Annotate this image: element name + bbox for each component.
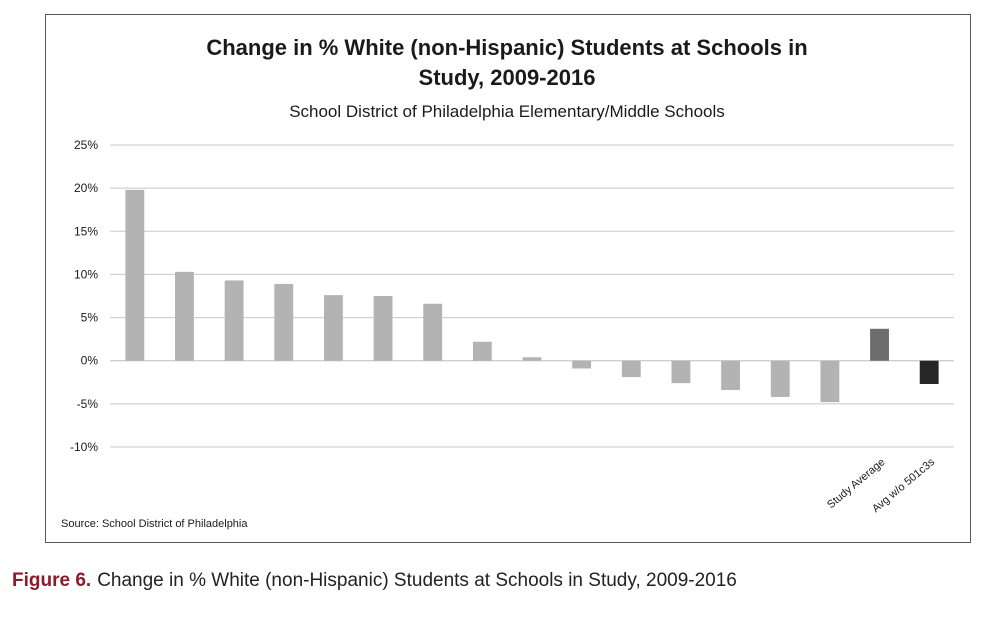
y-tick-label: 10%: [74, 267, 98, 281]
y-tick-label: -10%: [70, 440, 98, 454]
bar: [820, 360, 840, 403]
chart-title-line-2: Study, 2009-2016: [419, 65, 596, 90]
bar-chart: Change in % White (non-Hispanic) Student…: [61, 35, 954, 530]
y-tick-label: 15%: [74, 224, 98, 238]
chart-title-line-1: Change in % White (non-Hispanic) Student…: [206, 35, 807, 60]
chart-subtitle: School District of Philadelphia Elementa…: [289, 102, 725, 121]
y-tick-label: -5%: [77, 397, 99, 411]
y-tick-label: 0%: [81, 354, 99, 368]
gridlines: [110, 144, 954, 448]
bar: [770, 360, 790, 397]
bar: [472, 341, 492, 361]
bar: [919, 360, 939, 385]
figure-caption: Figure 6. Change in % White (non-Hispanic…: [12, 570, 737, 592]
bar: [870, 328, 889, 361]
bar: [224, 280, 244, 361]
bar: [323, 295, 343, 361]
y-tick-label: 5%: [81, 311, 99, 325]
y-axis-ticks: 25% 20% 15% 10% 5% 0% -5% -10%: [70, 138, 98, 454]
chart-frame: Change in % White (non-Hispanic) Student…: [45, 14, 971, 543]
bar: [274, 283, 294, 361]
bar: [125, 189, 145, 361]
bar: [721, 360, 741, 391]
bar: [175, 271, 194, 361]
bars: [125, 189, 939, 403]
bar: [423, 303, 443, 361]
figure-label: Figure 6.: [12, 570, 92, 591]
figure-caption-text: Change in % White (non-Hispanic) Student…: [97, 570, 737, 591]
bar: [373, 296, 393, 361]
bar: [572, 360, 592, 369]
bar: [522, 357, 542, 361]
y-tick-label: 25%: [74, 138, 98, 152]
bar: [671, 360, 691, 384]
chart-source: Source: School District of Philadelphia: [61, 518, 248, 530]
bar: [621, 360, 641, 378]
y-tick-label: 20%: [74, 181, 98, 195]
